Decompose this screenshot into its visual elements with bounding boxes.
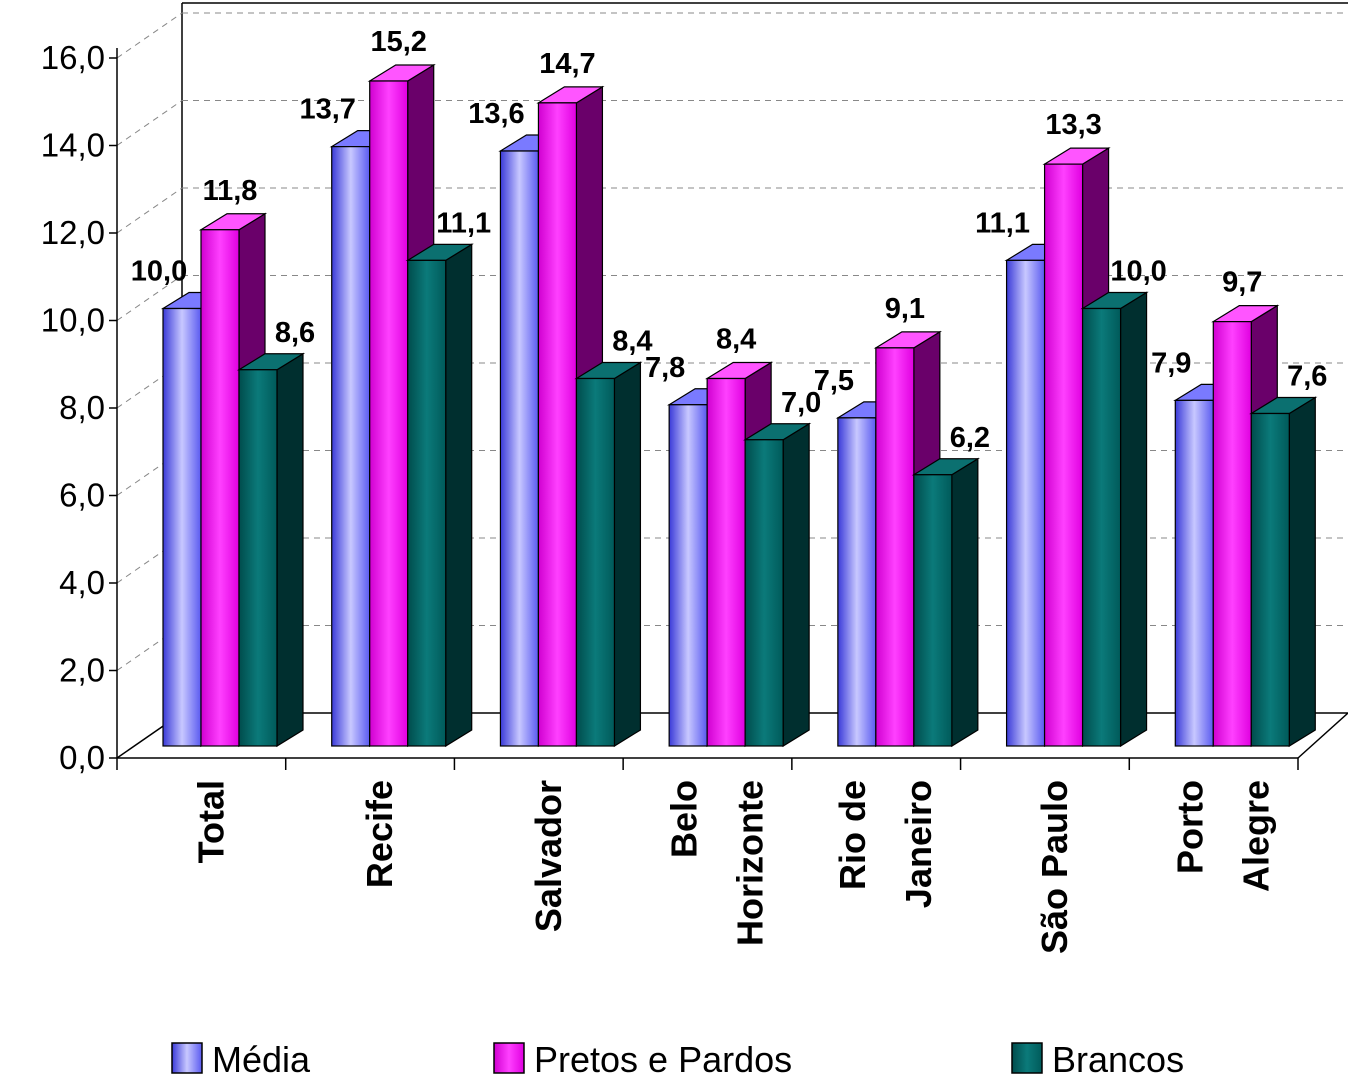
data-label: 8,4 [612,326,652,358]
gridline-depth [116,187,183,234]
gridline-depth [116,450,183,496]
data-label: 13,7 [299,94,355,126]
data-label: 7,9 [1151,347,1191,379]
category-label: Recife [359,780,400,888]
bar [407,259,447,747]
bar [1174,399,1214,747]
category-label: Belo [664,780,705,858]
data-label: 7,8 [645,352,685,384]
bar-side [613,361,642,748]
data-label: 9,7 [1222,267,1262,299]
data-label: 11,8 [203,175,258,207]
category-label: Janeiro [898,780,939,908]
bar-side [445,243,473,748]
data-label: 10,0 [131,256,187,288]
bar-side [1288,396,1316,748]
y-tick-label: 4,0 [59,564,105,601]
category-label: Salvador [528,780,569,932]
bar [200,229,240,747]
category-label: Total [190,780,231,863]
bar-side [1119,291,1148,748]
bar [1005,259,1046,747]
gridline-depth [116,275,183,321]
data-label: 15,2 [370,26,426,58]
gridline-depth [116,100,183,146]
bar [1250,412,1290,747]
data-label: 9,1 [885,293,925,325]
legend-entry: Brancos [1052,1039,1184,1080]
y-tick-label: 2,0 [59,652,105,689]
bar [1043,163,1084,747]
bar [537,102,578,747]
bar [369,80,409,747]
legend-swatch [1011,1042,1043,1074]
bar [499,150,540,747]
floor-right-edge [1297,712,1348,759]
bar [837,417,877,747]
category-label: Alegre [1236,780,1277,892]
data-label: 7,0 [781,387,821,419]
data-label: 6,2 [950,422,990,454]
data-label: 11,1 [436,207,491,239]
data-label: 7,6 [1287,361,1327,393]
y-tick-label: 0,0 [59,739,105,776]
bar-side [276,352,304,748]
bar [162,307,202,747]
legend-swatch [171,1042,203,1074]
legend-entry: Média [212,1039,311,1080]
bar [575,377,616,747]
bar-side [782,422,810,748]
gridline-depth [116,537,183,584]
data-label: 14,7 [539,48,595,80]
gridline-depth [116,362,183,409]
data-label: 11,1 [975,207,1030,239]
data-label: 10,0 [1110,256,1166,288]
bars [160,63,1318,748]
gridline-depth [116,625,183,671]
bar [706,377,746,747]
bar [875,347,915,747]
bar [1081,307,1122,747]
data-label: 8,6 [275,317,315,349]
category-label: Horizonte [730,780,771,946]
bar [331,146,371,747]
y-tick-label: 8,0 [59,389,105,426]
bar [238,369,278,747]
y-tick-label: 12,0 [41,214,105,251]
bar [668,404,708,747]
data-labels: 10,011,88,613,715,211,113,614,78,47,88,4… [131,26,1328,454]
bar [1212,321,1252,747]
category-label: Porto [1170,780,1211,874]
legend: Média Pretos e Pardos Brancos [171,1039,1184,1080]
data-label: 7,5 [814,365,854,397]
category-label: Rio de [832,780,873,890]
data-label: 8,4 [716,324,756,356]
y-tick-label: 14,0 [41,127,105,164]
y-tick-label: 6,0 [59,477,105,514]
category-label: São Paulo [1034,780,1075,954]
data-label: 13,6 [468,98,524,130]
bar [744,439,784,747]
bar-side [951,457,979,748]
legend-swatch [493,1042,525,1074]
data-label: 13,3 [1045,109,1101,141]
bar [913,474,953,747]
legend-entry: Pretos e Pardos [534,1039,792,1080]
y-tick-label: 10,0 [41,302,105,339]
gridline-depth [116,12,183,59]
y-tick-label: 16,0 [41,39,105,76]
